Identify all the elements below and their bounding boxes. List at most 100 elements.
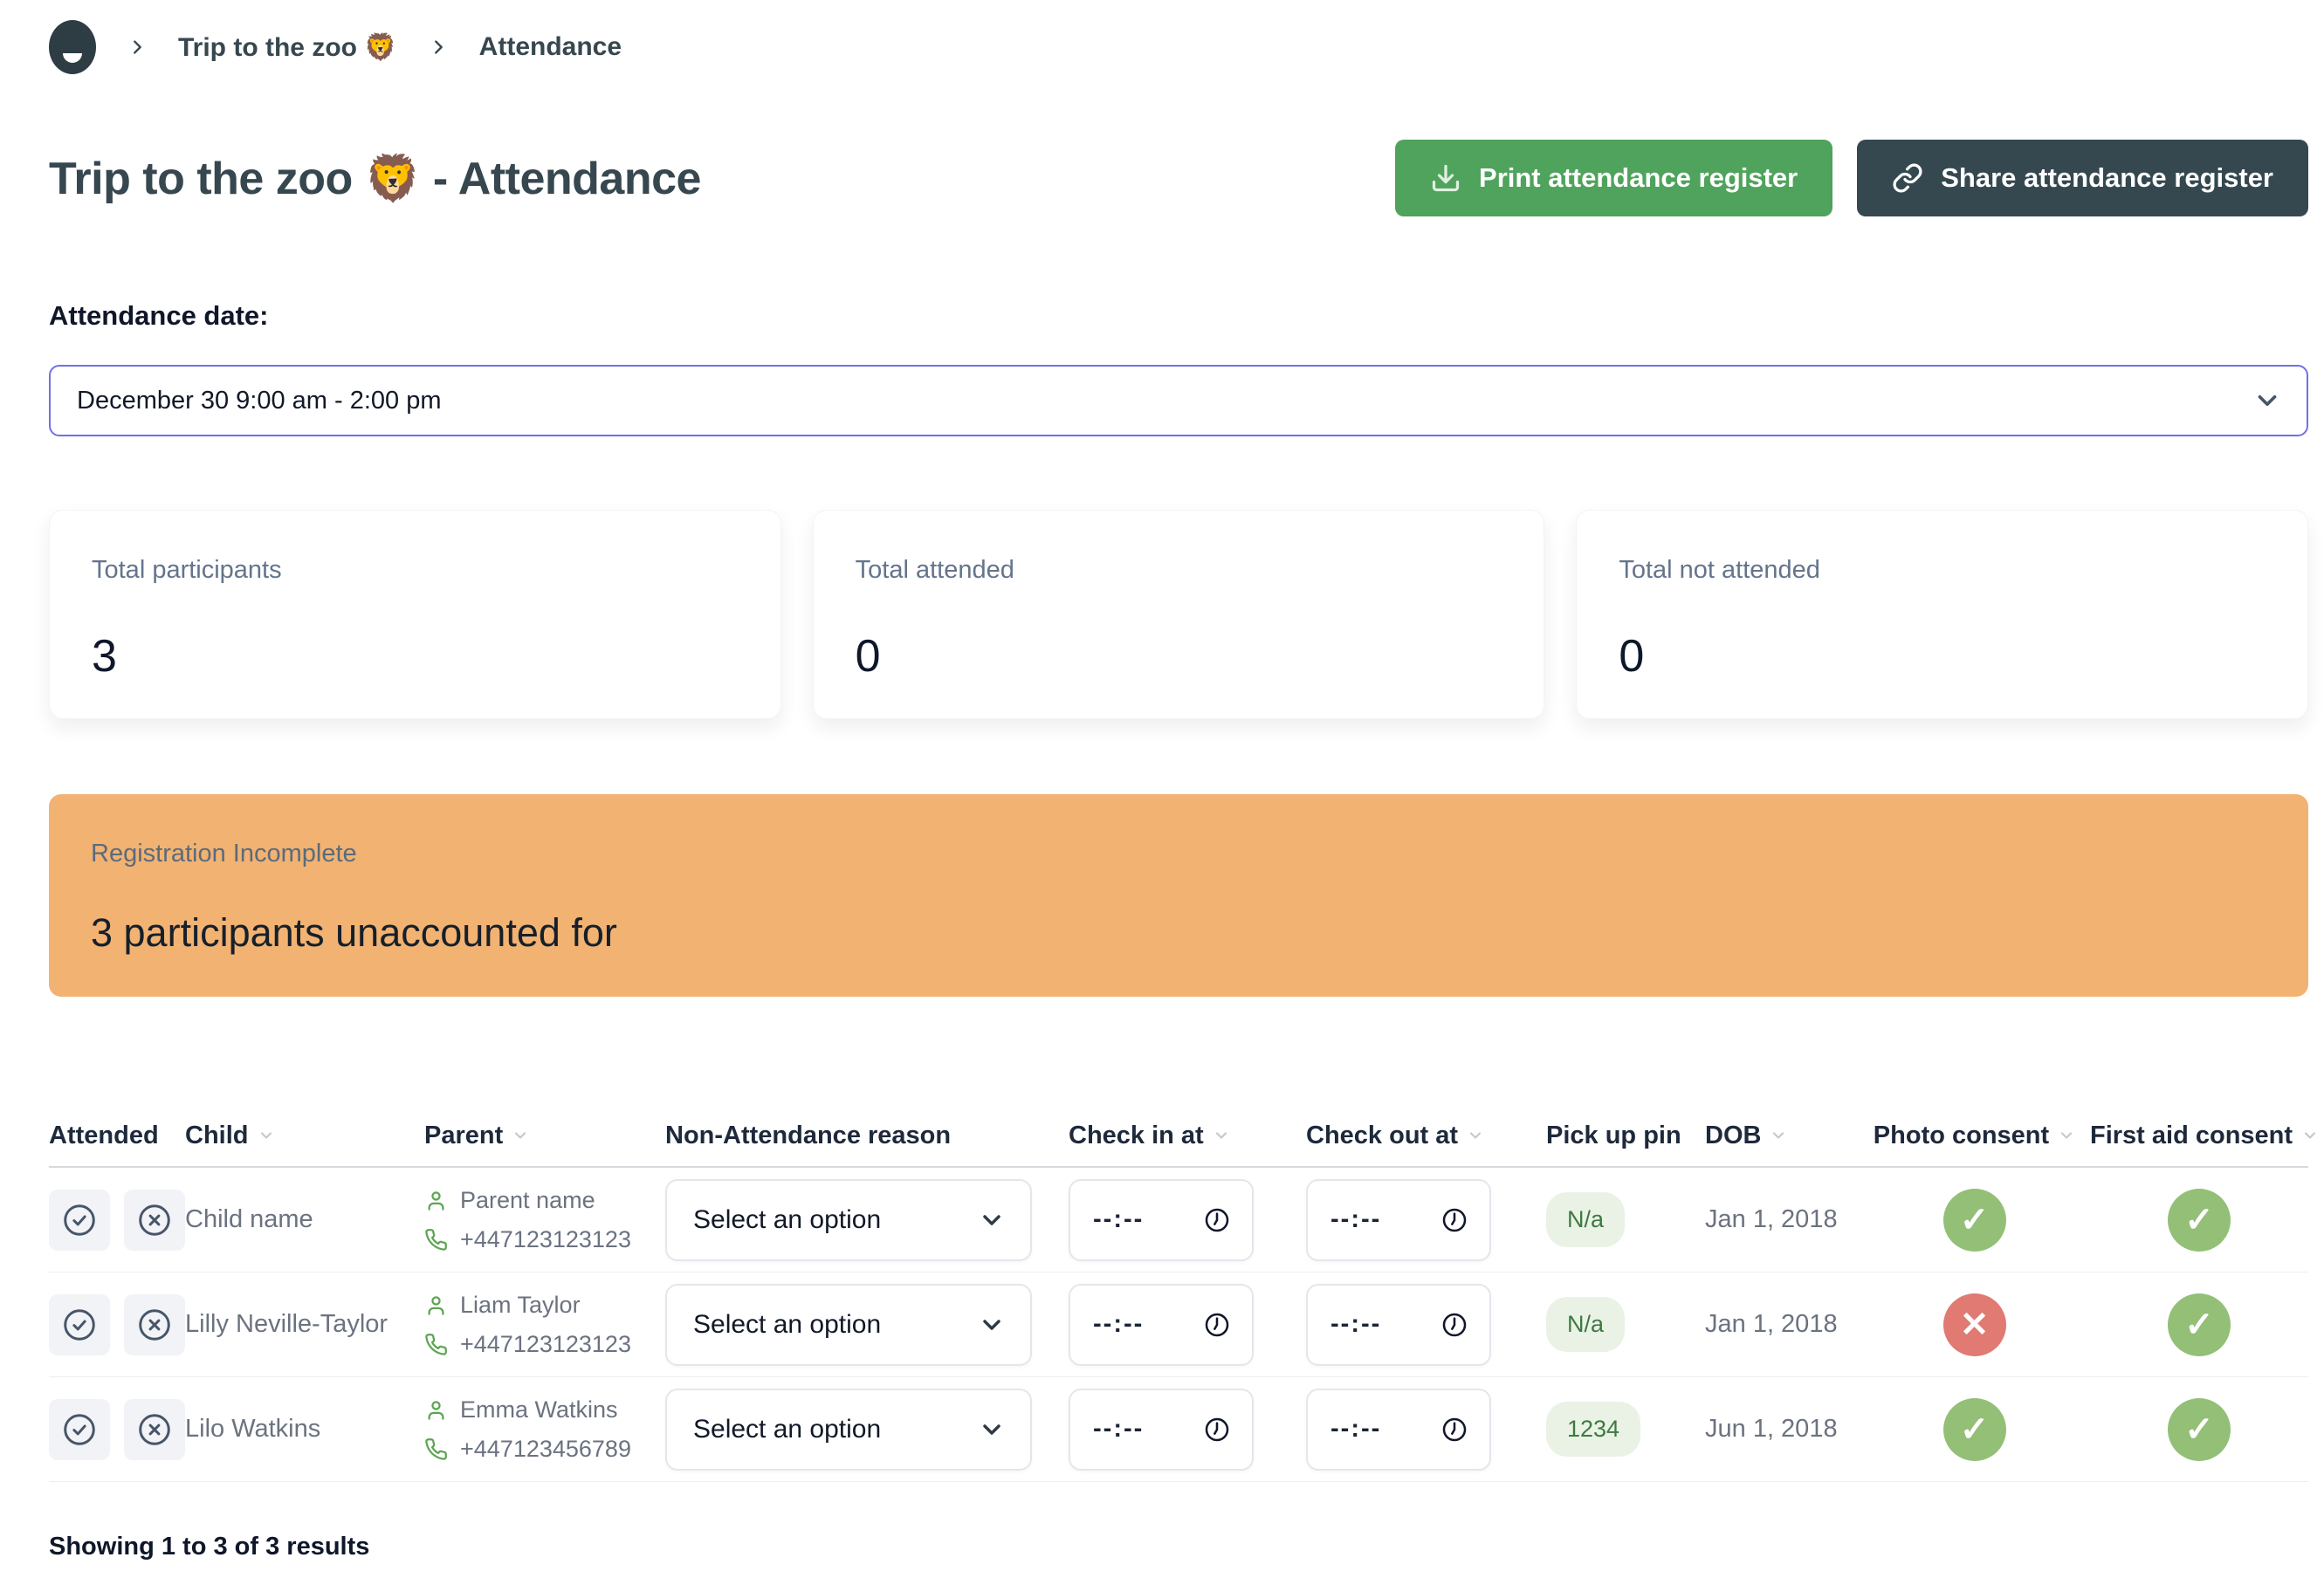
parent-phone: +447123123123 [460, 1225, 631, 1252]
non-attendance-reason-select[interactable]: Select an option [665, 1283, 1032, 1366]
check-out-time-input[interactable]: --:-- [1306, 1388, 1491, 1471]
attended-cell [49, 1293, 185, 1355]
mark-attended-button[interactable] [49, 1398, 110, 1460]
non-attendance-reason-select[interactable]: Select an option [665, 1388, 1032, 1471]
person-icon [428, 1190, 444, 1211]
reason-placeholder: Select an option [693, 1204, 882, 1234]
clock-icon [1442, 1313, 1467, 1336]
stat-label: Total participants [92, 556, 282, 584]
check-in-time-input[interactable]: --:-- [1069, 1283, 1254, 1366]
x-circle-icon [139, 1413, 170, 1445]
stat-value: 0 [855, 631, 881, 682]
attendance-date-value: December 30 9:00 am - 2:00 pm [77, 386, 442, 415]
first-aid-consent-status-icon [2168, 1293, 2231, 1356]
reason-cell: Select an option [665, 1283, 1069, 1366]
pickup-pin-badge: N/a [1546, 1297, 1626, 1352]
clock-icon [1442, 1417, 1467, 1441]
sort-chevron-icon [2061, 1132, 2073, 1139]
stat-cards: Total participants 3 Total attended 0 To… [49, 510, 2309, 719]
column-header-dob[interactable]: DOB [1705, 1122, 1859, 1150]
column-header-check-out[interactable]: Check out at [1306, 1122, 1546, 1150]
stat-label: Total attended [855, 556, 1014, 584]
check-in-cell: --:-- [1069, 1178, 1306, 1261]
dob-value: Jan 1, 2018 [1705, 1205, 1838, 1233]
parent-cell: Parent name +447123123123 [424, 1187, 665, 1253]
first-aid-consent-status-icon [2168, 1188, 2231, 1252]
chevron-down-icon [983, 1214, 1000, 1225]
chevron-down-icon [2252, 386, 2282, 415]
column-header-check-in[interactable]: Check in at [1069, 1122, 1306, 1150]
attended-cell [49, 1189, 185, 1251]
check-in-time-input[interactable]: --:-- [1069, 1178, 1254, 1261]
mark-not-attended-button[interactable] [124, 1293, 185, 1355]
check-out-value: --:-- [1330, 1310, 1382, 1338]
chevron-down-icon [983, 1319, 1000, 1330]
sort-chevron-icon [515, 1132, 526, 1139]
photo-consent-status-icon [1942, 1293, 2006, 1356]
first-aid-consent-status-icon [2168, 1397, 2231, 1461]
first-aid-consent-cell [2090, 1188, 2308, 1252]
parent-name: Liam Taylor [460, 1291, 581, 1318]
phone-icon [425, 1228, 447, 1251]
parent-name: Parent name [460, 1186, 595, 1213]
x-circle-icon [139, 1204, 170, 1236]
banner-title: Registration Incomplete [91, 840, 357, 868]
breadcrumb-item-event[interactable]: Trip to the zoo 🦁 [178, 32, 397, 62]
attendance-date-select[interactable]: December 30 9:00 am - 2:00 pm [49, 365, 2308, 436]
breadcrumb-item-attendance: Attendance [478, 32, 622, 61]
sort-chevron-icon [1215, 1132, 1227, 1139]
mark-not-attended-button[interactable] [124, 1189, 185, 1251]
column-header-label: Photo consent [1873, 1121, 2050, 1149]
non-attendance-reason-select[interactable]: Select an option [665, 1178, 1032, 1261]
check-in-cell: --:-- [1069, 1283, 1306, 1366]
photo-consent-cell [1859, 1188, 2090, 1252]
breadcrumb: Trip to the zoo 🦁 Attendance [49, 19, 2308, 75]
column-header-child[interactable]: Child [185, 1122, 424, 1150]
mark-attended-button[interactable] [49, 1293, 110, 1355]
child-name: Lilo Watkins [185, 1415, 321, 1443]
table-row: Lilly Neville-Taylor Liam Taylor +447123… [49, 1273, 2308, 1377]
title-row: Trip to the zoo 🦁 - Attendance Print att… [49, 140, 2308, 216]
mark-attended-button[interactable] [49, 1189, 110, 1251]
check-in-value: --:-- [1093, 1205, 1145, 1233]
check-out-time-input[interactable]: --:-- [1306, 1283, 1491, 1366]
column-header-first-aid-consent[interactable]: First aid consent [2090, 1122, 2319, 1150]
clock-icon [1205, 1313, 1229, 1336]
person-icon [428, 1400, 444, 1420]
reason-placeholder: Select an option [693, 1309, 882, 1339]
check-in-time-input[interactable]: --:-- [1069, 1388, 1254, 1471]
phone-icon [425, 1333, 447, 1355]
chevron-down-icon [983, 1424, 1000, 1435]
attendance-date-label: Attendance date: [49, 300, 269, 331]
check-circle-icon [64, 1413, 95, 1445]
share-attendance-button[interactable]: Share attendance register [1857, 140, 2308, 216]
check-out-cell: --:-- [1306, 1178, 1546, 1261]
results-count-text: Showing 1 to 3 of 3 results [49, 1533, 370, 1561]
dob-value: Jun 1, 2018 [1705, 1415, 1838, 1443]
column-header-label: Parent [424, 1121, 504, 1149]
check-circle-icon [64, 1204, 95, 1236]
column-header-pickup-pin: Pick up pin [1546, 1121, 1681, 1149]
header-actions: Print attendance register Share attendan… [1395, 140, 2308, 216]
banner-message: 3 participants unaccounted for [91, 910, 617, 955]
first-aid-consent-cell [2090, 1293, 2308, 1356]
parent-name: Emma Watkins [460, 1396, 618, 1423]
dob-value: Jan 1, 2018 [1705, 1310, 1838, 1338]
column-header-photo-consent[interactable]: Photo consent [1859, 1122, 2090, 1150]
clock-icon [1205, 1208, 1229, 1231]
column-header-parent[interactable]: Parent [424, 1122, 665, 1150]
app-logo[interactable] [49, 20, 96, 74]
child-name: Lilly Neville-Taylor [185, 1310, 388, 1338]
stat-value: 3 [92, 631, 117, 682]
sort-chevron-icon [1773, 1132, 1784, 1139]
mark-not-attended-button[interactable] [124, 1398, 185, 1460]
parent-phone: +447123456789 [460, 1435, 631, 1462]
download-icon [1430, 162, 1461, 194]
check-out-time-input[interactable]: --:-- [1306, 1178, 1491, 1261]
sort-chevron-icon [2304, 1132, 2316, 1139]
child-name: Child name [185, 1205, 313, 1233]
pickup-pin-cell: N/a [1546, 1192, 1705, 1247]
check-circle-icon [64, 1308, 95, 1341]
photo-consent-status-icon [1942, 1397, 2006, 1461]
print-attendance-button[interactable]: Print attendance register [1395, 140, 1833, 216]
